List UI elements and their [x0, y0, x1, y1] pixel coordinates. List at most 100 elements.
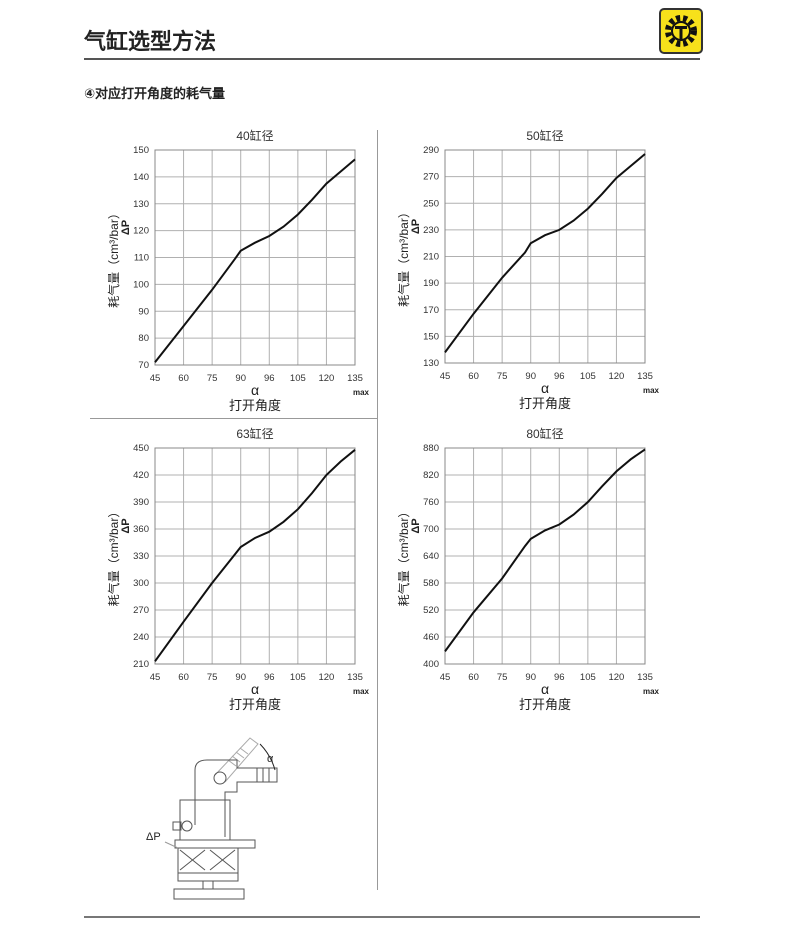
section-heading: ④对应打开角度的耗气量: [84, 86, 226, 101]
x-axis-symbol: α: [541, 380, 549, 396]
chart-title: 50缸径: [526, 128, 563, 143]
x-tick-label: 120: [608, 371, 624, 382]
gear-logo-icon: [659, 8, 703, 54]
y-axis-sublabel: ΔP: [410, 219, 422, 234]
x-tick-label: 45: [150, 373, 161, 384]
y-tick-label: 90: [138, 306, 149, 317]
x-tick-label: 96: [554, 672, 565, 683]
x-max-label: max: [353, 388, 370, 397]
y-tick-label: 290: [423, 145, 439, 156]
y-tick-label: 390: [133, 497, 149, 508]
plot-frame: [154, 447, 356, 665]
x-tick-label: 96: [264, 373, 275, 384]
y-axis-label: 耗气量（cm³/bar）: [396, 206, 411, 307]
data-line: [444, 448, 646, 652]
x-tick-label: 45: [440, 672, 451, 683]
y-tick-label: 820: [423, 470, 439, 481]
x-tick-label: 105: [290, 672, 306, 683]
y-tick-label: 760: [423, 497, 439, 508]
x-tick-label: 120: [318, 373, 334, 384]
y-tick-label: 300: [133, 578, 149, 589]
y-tick-label: 190: [423, 278, 439, 289]
x-tick-label: 105: [580, 371, 596, 382]
x-tick-label: 96: [264, 672, 275, 683]
y-tick-label: 270: [133, 605, 149, 616]
data-line: [154, 158, 356, 363]
x-axis-label: 打开角度: [519, 697, 571, 712]
x-max-label: max: [643, 687, 660, 696]
delta-p-label: ΔP: [146, 831, 161, 843]
x-tick-label: 45: [150, 672, 161, 683]
x-tick-label: 105: [290, 373, 306, 384]
y-tick-label: 270: [423, 172, 439, 183]
plot-frame: [154, 149, 356, 366]
x-tick-label: 135: [637, 672, 653, 683]
x-tick-label: 105: [580, 672, 596, 683]
y-tick-label: 360: [133, 524, 149, 535]
data-line: [154, 449, 356, 662]
x-tick-label: 75: [207, 672, 218, 683]
y-axis-sublabel: ΔP: [410, 518, 422, 533]
y-tick-label: 580: [423, 578, 439, 589]
y-tick-label: 130: [133, 199, 149, 210]
x-axis-symbol: α: [251, 681, 259, 697]
y-tick-label: 880: [423, 443, 439, 454]
y-tick-label: 520: [423, 605, 439, 616]
chart-0: 40缸径 45 60 75 90 96 105 120 135 70 80 90 100 110 120 13…: [106, 128, 370, 413]
y-tick-label: 210: [423, 252, 439, 263]
x-tick-label: 135: [637, 371, 653, 382]
vertical-divider: [377, 130, 378, 890]
y-tick-label: 400: [423, 659, 439, 670]
y-tick-label: 240: [133, 632, 149, 643]
x-tick-label: 90: [525, 371, 536, 382]
y-axis-label: 耗气量（cm³/bar）: [106, 506, 121, 607]
x-axis-label: 打开角度: [229, 398, 281, 413]
y-tick-label: 640: [423, 551, 439, 562]
footer-divider: [84, 916, 700, 918]
y-tick-label: 100: [133, 279, 149, 290]
plot-frame: [444, 149, 646, 364]
x-axis-symbol: α: [541, 681, 549, 697]
y-tick-label: 700: [423, 524, 439, 535]
x-max-label: max: [643, 386, 660, 395]
y-tick-label: 110: [134, 253, 149, 264]
x-tick-label: 60: [468, 371, 479, 382]
x-tick-label: 75: [207, 373, 218, 384]
x-tick-label: 135: [347, 373, 363, 384]
y-tick-label: 120: [133, 226, 149, 237]
y-tick-label: 70: [138, 360, 149, 371]
chart-title: 40缸径: [236, 128, 273, 143]
x-tick-label: 60: [468, 672, 479, 683]
x-tick-label: 120: [318, 672, 334, 683]
x-tick-label: 45: [440, 371, 451, 382]
plot-frame: [444, 447, 646, 665]
horizontal-divider: [90, 418, 377, 419]
chart-title: 63缸径: [236, 426, 273, 441]
y-tick-label: 80: [138, 333, 149, 344]
x-tick-label: 96: [554, 371, 565, 382]
chart-1: 50缸径 45 60 75 90 96 105 120 135 130 150 170 190 210 23…: [396, 128, 660, 411]
y-axis-sublabel: ΔP: [120, 220, 132, 235]
y-tick-label: 210: [133, 659, 149, 670]
x-tick-label: 60: [178, 672, 189, 683]
y-tick-label: 150: [423, 331, 439, 342]
y-tick-label: 150: [133, 145, 149, 156]
y-tick-label: 140: [133, 172, 149, 183]
y-tick-label: 450: [133, 443, 149, 454]
cylinder-diagram: α ΔP: [146, 737, 278, 900]
y-tick-label: 170: [423, 305, 439, 316]
y-tick-label: 130: [423, 358, 439, 369]
x-tick-label: 75: [497, 371, 508, 382]
y-tick-label: 330: [133, 551, 149, 562]
chart-title: 80缸径: [526, 426, 563, 441]
y-tick-label: 250: [423, 198, 439, 209]
y-tick-label: 420: [133, 470, 149, 481]
y-axis-sublabel: ΔP: [120, 518, 132, 533]
y-axis-label: 耗气量（cm³/bar）: [106, 207, 121, 308]
x-max-label: max: [353, 687, 370, 696]
x-tick-label: 90: [235, 672, 246, 683]
chart-2: 63缸径 45 60 75 90 96 105 120 135 210 240 270 300 330 36…: [106, 426, 370, 712]
chart-3: 80缸径 45 60 75 90 96 105 120 135 400 460 520 580 640 70…: [396, 426, 660, 712]
